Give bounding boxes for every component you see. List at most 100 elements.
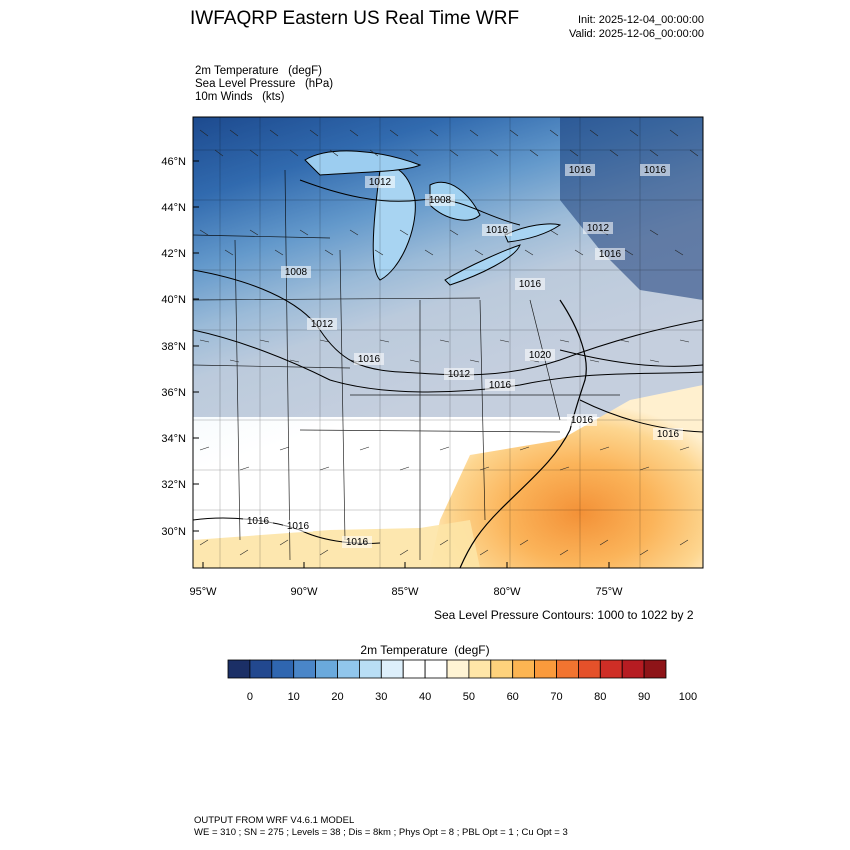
isobar-label: 1016	[287, 521, 310, 532]
isobar-label-bg	[565, 164, 595, 176]
isobar-label-bg	[444, 368, 474, 380]
isobar-label-bg	[243, 515, 273, 527]
isobar-label: 1012	[369, 177, 392, 188]
colorbar-label: 80	[594, 691, 606, 703]
isobar-label: 1016	[489, 380, 512, 391]
lat-tick-label: 32°N	[161, 479, 186, 491]
isobar-label: 1016	[519, 279, 542, 290]
init-valid-times: Init: 2025-12-04_00:00:00 Valid: 2025-12…	[569, 13, 704, 41]
colorbar-swatch	[621, 659, 645, 679]
isobar-label: 1016	[657, 429, 680, 440]
colorbar-swatch	[643, 659, 667, 679]
lat-tick-label: 34°N	[161, 433, 186, 445]
colorbar-swatch	[337, 659, 360, 679]
map-frame	[192, 116, 704, 569]
isobar-label: 1016	[358, 354, 381, 365]
contour-note: Sea Level Pressure Contours: 1000 to 102…	[434, 608, 694, 622]
colorbar-swatch	[402, 659, 426, 679]
isobar-label-bg	[567, 414, 597, 426]
colorbar-swatch	[556, 659, 579, 679]
map-area: 1012 1008 1016 1016 1016 1012 1008 1012 1016 1012…	[193, 117, 703, 568]
lat-tick-label: 46°N	[161, 156, 186, 168]
isobar-label: 1016	[346, 537, 369, 548]
lon-tick-label: 90°W	[290, 586, 318, 598]
isobar-label: 1008	[429, 195, 452, 206]
colorbar-swatch	[293, 659, 317, 679]
isobar-label-bg	[342, 536, 372, 548]
isobar-label: 1016	[644, 165, 667, 176]
colorbar-label: 70	[550, 691, 562, 703]
field-winds: 10m Winds (kts)	[195, 91, 285, 103]
isobar-label-bg	[583, 222, 613, 234]
colorbar-label: 50	[463, 691, 475, 703]
lon-tick-label: 85°W	[391, 586, 419, 598]
lon-tick-label: 80°W	[493, 586, 521, 598]
latitude-ticks: 46°N 44°N 42°N 40°N 38°N 36°N 34°N 32°N 30°N	[161, 156, 199, 538]
isobar-label: 1012	[311, 319, 334, 330]
isobar-label-bg	[283, 520, 313, 532]
isobar-label: 1016	[571, 415, 594, 426]
colorbar-swatch	[315, 659, 338, 679]
isobar-label-bg	[307, 318, 337, 330]
isobar-label-bg	[365, 176, 395, 188]
colorbar-swatch	[578, 659, 601, 679]
colorbar-label: 60	[507, 691, 519, 703]
valid-time: Valid: 2025-12-06_00:00:00	[569, 28, 704, 40]
isobar-label: 1016	[486, 225, 509, 236]
footer-config: WE = 310 ; SN = 275 ; Levels = 38 ; Dis …	[194, 827, 568, 838]
colorbar-swatch	[380, 659, 404, 679]
colorbar-title: 2m Temperature (degF)	[360, 643, 490, 657]
state-county-lines	[193, 169, 620, 561]
field-list: 2m Temperature (degF) Sea Level Pressure…	[195, 65, 333, 104]
isobar-label: 1016	[247, 516, 270, 527]
isobar-label-bg	[515, 278, 545, 290]
isobar-label-bg	[482, 224, 512, 236]
field-pressure: Sea Level Pressure (hPa)	[195, 78, 334, 90]
colorbar-label: 40	[419, 691, 431, 703]
isobar-labels: 1012 1008 1016 1016 1016 1012 1008 1012 1016 1012…	[243, 164, 683, 548]
isobar-label: 1020	[529, 350, 552, 361]
colorbar-swatch	[227, 659, 251, 679]
colorbar-swatch	[249, 659, 273, 679]
init-time: Init: 2025-12-04_00:00:00	[578, 14, 704, 26]
colorbar-swatch	[446, 659, 470, 679]
isobar-label-bg	[525, 349, 555, 361]
colorbar: 0 10 20 30 40 50 60 70 80 90 100	[227, 659, 697, 703]
lat-tick-label: 38°N	[161, 341, 186, 353]
lat-tick-label: 40°N	[161, 294, 186, 306]
lat-tick-label: 30°N	[161, 526, 186, 538]
colorbar-swatch	[271, 659, 295, 679]
footer-model: OUTPUT FROM WRF V4.6.1 MODEL	[194, 815, 355, 826]
atlantic-coastline	[459, 299, 587, 568]
isobar-label-bg	[354, 353, 384, 365]
isobar-label: 1008	[285, 267, 308, 278]
isobar-label-bg	[281, 266, 311, 278]
lon-tick-label: 75°W	[595, 586, 623, 598]
isobar-label-bg	[653, 428, 683, 440]
isobar-label: 1016	[569, 165, 592, 176]
lon-tick-label: 95°W	[189, 586, 217, 598]
lat-tick-label: 44°N	[161, 202, 186, 214]
isobar-label-bg	[485, 379, 515, 391]
isobar-label-bg	[425, 194, 455, 206]
colorbar-swatch	[534, 659, 557, 679]
isobar-label-bg	[640, 164, 670, 176]
colorbar-label: 20	[331, 691, 343, 703]
isobar-label: 1012	[587, 223, 610, 234]
isobar-label-bg	[595, 248, 625, 260]
warm-temperature-area	[430, 385, 703, 568]
colorbar-swatch	[424, 659, 448, 679]
colorbar-label: 100	[679, 691, 697, 703]
colorbar-swatch	[358, 659, 382, 679]
lat-tick-label: 36°N	[161, 387, 186, 399]
model-footer: OUTPUT FROM WRF V4.6.1 MODEL WE = 310 ; …	[194, 815, 568, 839]
isobar-label: 1012	[448, 369, 471, 380]
lat-tick-label: 42°N	[161, 248, 186, 260]
colorbar-swatch	[468, 659, 492, 679]
plot-title: IWFAQRP Eastern US Real Time WRF	[190, 8, 520, 29]
colorbar-label: 90	[638, 691, 650, 703]
colorbar-label: 10	[288, 691, 300, 703]
isobar-label: 1016	[599, 249, 622, 260]
colorbar-swatch	[490, 659, 514, 679]
